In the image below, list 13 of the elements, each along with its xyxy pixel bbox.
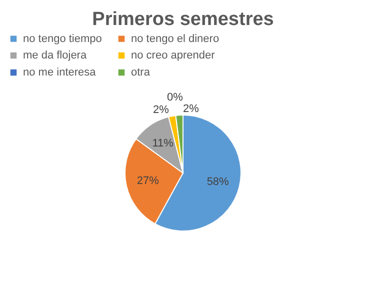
data-label: 11% xyxy=(152,137,174,150)
legend-label: no tengo tiempo xyxy=(23,32,102,45)
data-label: 27% xyxy=(136,174,160,187)
legend-label: no me interesa xyxy=(23,66,97,78)
chart-title: Primeros semestres xyxy=(92,9,274,30)
legend-label: no tengo el dinero xyxy=(131,32,220,45)
text: 0% xyxy=(167,92,183,104)
legend-label: no creo aprender xyxy=(131,50,216,62)
data-label: 2% xyxy=(183,103,200,116)
legend-label: me da flojera xyxy=(23,50,88,62)
data-label: 58% xyxy=(206,176,230,188)
legend-label: otra xyxy=(131,66,151,78)
data-label: 2% xyxy=(153,104,170,116)
